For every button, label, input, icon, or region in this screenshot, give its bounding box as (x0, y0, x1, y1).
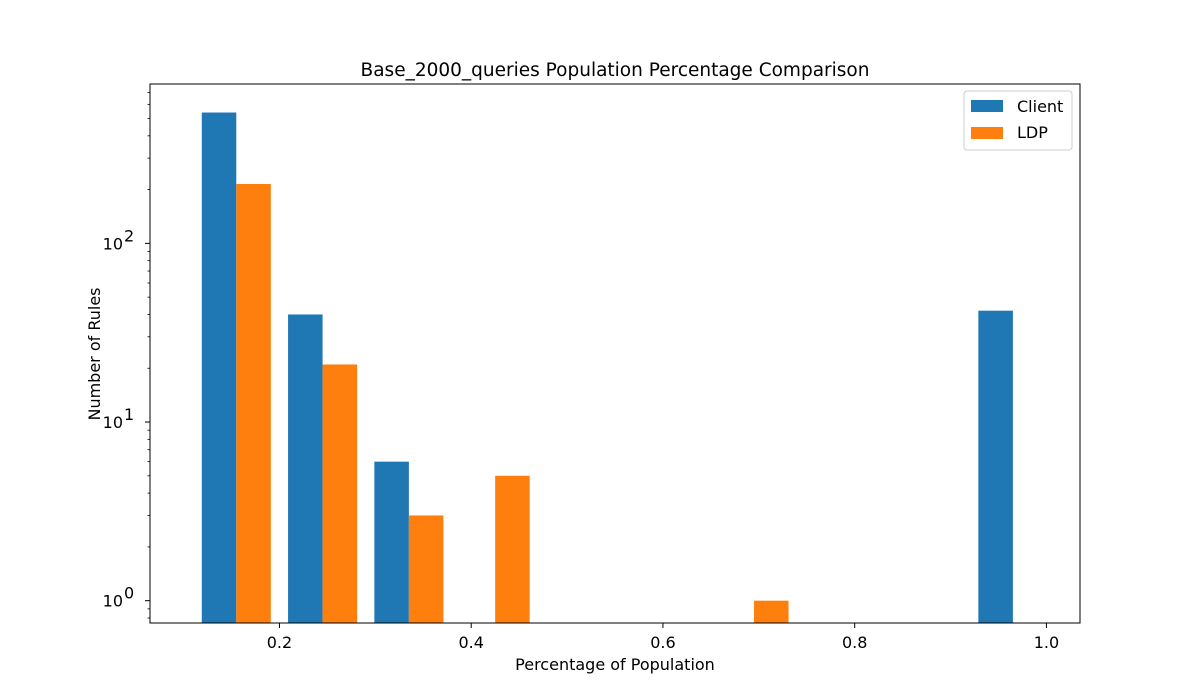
legend: Client LDP (963, 90, 1073, 151)
y-tick-label: 10 (103, 234, 123, 253)
bar-ldp-1 (322, 364, 358, 623)
bar-ldp-0 (236, 183, 271, 624)
legend-swatch-ldp (971, 127, 1003, 139)
y-tick-exponent: 0 (124, 584, 134, 603)
bar-ldp-2 (408, 515, 444, 623)
plot-frame (149, 83, 1081, 624)
x-tick-label: 0.8 (842, 633, 867, 652)
x-tick-label: 0.6 (650, 633, 675, 652)
y-tick-label: 10 (103, 592, 123, 611)
bars-layer (201, 112, 1013, 624)
legend-label-ldp: LDP (1017, 123, 1048, 142)
y-tick-label: 10 (103, 413, 123, 432)
x-axis: 0.2 0.4 0.6 0.8 1.0 (267, 623, 1059, 652)
y-axis-label: Number of Rules (85, 287, 104, 420)
bar-ldp-6 (754, 600, 789, 623)
bar-client-0 (201, 112, 237, 623)
x-tick-label: 0.4 (458, 633, 483, 652)
bar-client-2 (374, 461, 409, 623)
bar-client-9 (978, 310, 1013, 623)
legend-swatch-client (971, 100, 1003, 112)
y-tick-exponent: 2 (124, 226, 134, 245)
x-tick-label: 0.2 (267, 633, 292, 652)
bar-client-1 (288, 314, 323, 623)
y-tick-exponent: 1 (124, 405, 134, 424)
legend-label-client: Client (1017, 97, 1063, 116)
x-axis-label: Percentage of Population (515, 655, 715, 674)
chart-title: Base_2000_queries Population Percentage … (361, 60, 870, 81)
x-tick-label: 1.0 (1034, 633, 1059, 652)
bar-ldp-3 (495, 475, 530, 623)
